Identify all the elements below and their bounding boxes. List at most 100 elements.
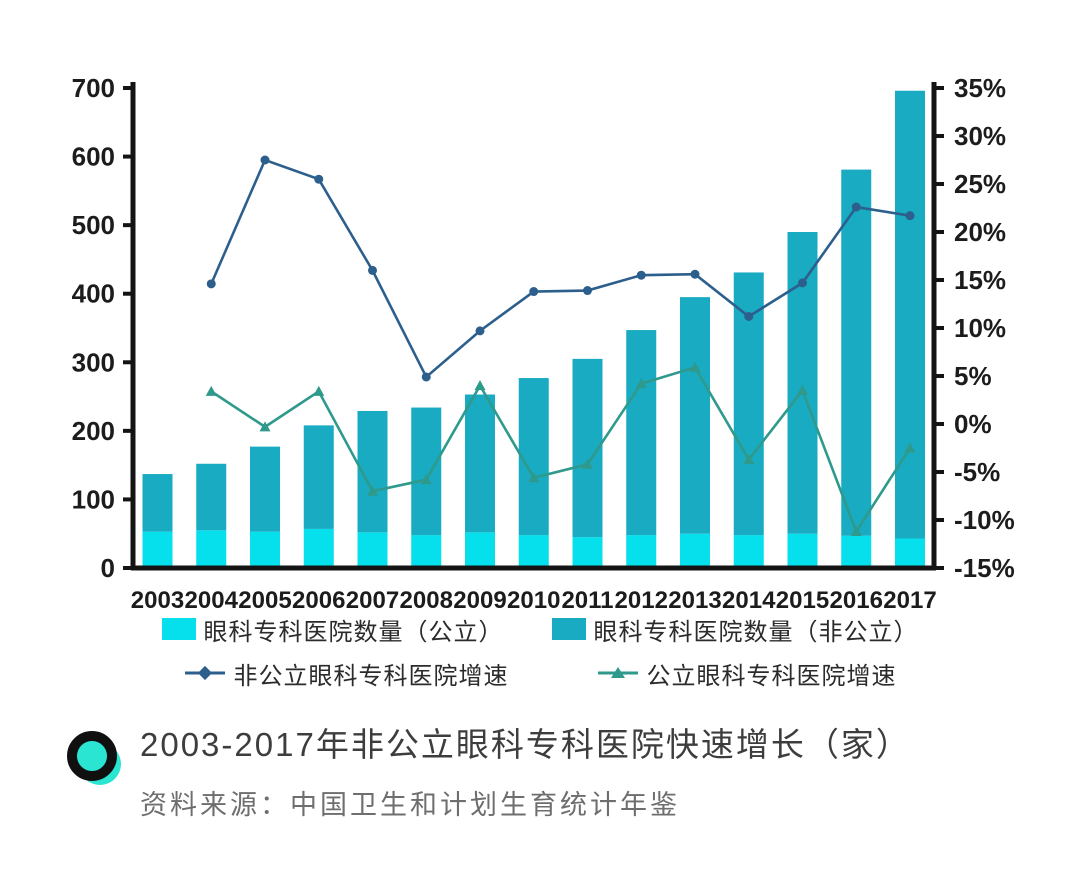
left-axis-tick-label: 100: [72, 484, 115, 514]
right-axis-tick-label: 10%: [954, 313, 1006, 343]
left-axis-tick-label: 700: [72, 73, 115, 103]
bar-segment-nonpublic-2016: [841, 169, 872, 536]
left-axis-tick-label: 500: [72, 210, 115, 240]
bar-segment-nonpublic-2003: [142, 474, 173, 532]
legend-label-public-growth: 公立眼科专科医院增速: [646, 662, 897, 690]
nonpublic-growth-point: [636, 270, 646, 280]
public-growth-point: [528, 472, 540, 483]
x-axis-label-2006: 2006: [292, 587, 345, 612]
bar-segment-public-2017: [895, 538, 925, 568]
x-axis-label-2007: 2007: [346, 587, 399, 612]
caption-text: 2003-2017年非公立眼科专科医院快速增长（家） 资料来源：中国卫生和计划生…: [140, 722, 911, 824]
x-axis-label-2016: 2016: [830, 587, 883, 612]
right-axis-tick-label: 5%: [954, 361, 992, 391]
bar-segment-nonpublic-2004: [196, 463, 227, 531]
bar-segment-public-2006: [303, 528, 334, 568]
public-bar-swatch-icon: [161, 618, 196, 640]
x-axis-label-2005: 2005: [238, 587, 291, 612]
legend-label-nonpublic-growth: 非公立眼科专科医院增速: [233, 662, 509, 690]
combo-chart: 0 100 200 300 400 500 600 700 -15% -10% -5% 0% 5% 10%…: [72, 73, 1015, 612]
bar-segment-nonpublic-2012: [626, 330, 657, 536]
bar-segment-public-2010: [518, 535, 549, 568]
left-axis-tick-label: 600: [72, 142, 115, 172]
bar-segment-nonpublic-2008: [411, 407, 442, 536]
bar-segment-nonpublic-2005: [250, 446, 280, 532]
x-axis-label-2011: 2011: [561, 587, 613, 612]
legend-item-public-bar: 眼科专科医院数量（公立）: [161, 610, 504, 648]
right-axis-tick-label: -5%: [954, 457, 1000, 487]
nonpublic-growth-point: [368, 265, 377, 275]
diamond-line-icon: [184, 665, 225, 681]
nonpublic-growth-point: [529, 287, 539, 297]
x-axis-label-2015: 2015: [776, 587, 829, 612]
x-axis-label-2017: 2017: [883, 587, 936, 612]
nonpublic-growth-point: [421, 372, 431, 382]
left-axis-tick-label: 300: [72, 347, 115, 377]
right-axis-tick-label: 15%: [954, 265, 1006, 295]
bar-segment-public-2016: [841, 535, 872, 568]
public-growth-point: [367, 485, 378, 496]
public-growth-point: [259, 421, 271, 432]
bar-segment-public-2012: [626, 535, 657, 568]
nonpublic-growth-point: [206, 279, 216, 289]
public-growth-point: [474, 380, 486, 391]
public-growth-point: [904, 442, 916, 453]
right-axis-tick-label: 25%: [954, 169, 1006, 199]
x-axis-label-2014: 2014: [722, 587, 776, 612]
bar-segment-public-2008: [411, 535, 442, 568]
right-axis-tick-label: -15%: [954, 553, 1015, 583]
right-axis-tick-label: 35%: [954, 73, 1006, 103]
legend-item-nonpublic-bar: 眼科专科医院数量（非公立）: [551, 610, 919, 648]
right-axis-tick-label: 30%: [954, 121, 1006, 151]
right-axis-tick-label: 20%: [954, 217, 1006, 247]
public-growth-point: [205, 385, 217, 396]
left-axis-tick-label: 200: [72, 416, 115, 446]
nonpublic-growth-point: [260, 155, 270, 165]
public-growth-point: [635, 378, 647, 389]
nonpublic-growth-point: [744, 311, 754, 321]
ring-bullet-icon: [67, 731, 121, 785]
legend-item-nonpublic-growth: 非公立眼科专科医院增速: [184, 654, 509, 692]
bar-segment-nonpublic-2009: [465, 394, 495, 533]
triangle-line-icon: [597, 667, 638, 678]
x-axis-label-2004: 2004: [185, 587, 239, 612]
legend-label-public-bar: 眼科专科医院数量（公立）: [203, 618, 504, 646]
bar-segment-nonpublic-2010: [518, 378, 549, 536]
nonpublic-growth-point: [798, 278, 807, 288]
nonpublic-growth-point: [475, 326, 485, 336]
bar-segment-public-2014: [733, 535, 764, 568]
legend-item-public-growth: 公立眼科专科医院增速: [597, 654, 897, 692]
x-axis-label-2003: 2003: [131, 587, 184, 612]
public-growth-point: [850, 526, 862, 537]
bar-segment-nonpublic-2013: [680, 297, 710, 534]
bar-segment-nonpublic-2014: [733, 272, 764, 536]
bar-segment-public-2009: [465, 532, 495, 568]
public-growth-point: [797, 384, 808, 395]
growth-line-nonpublic: [210, 158, 911, 380]
x-axis-label-2010: 2010: [507, 587, 560, 612]
bar-segment-public-2013: [680, 533, 710, 568]
bar-segment-public-2003: [142, 531, 173, 568]
nonpublic-bar-swatch-icon: [551, 618, 586, 640]
growth-line-public: [210, 365, 912, 535]
bar-segment-nonpublic-2017: [895, 90, 925, 539]
bar-segment-public-2015: [787, 533, 818, 568]
nonpublic-growth-point: [905, 211, 915, 221]
x-axis-label-2012: 2012: [615, 587, 668, 612]
nonpublic-growth-point: [314, 174, 324, 184]
nonpublic-growth-point: [583, 286, 592, 296]
nonpublic-growth-point: [851, 202, 861, 212]
right-axis-tick-label: -10%: [954, 505, 1015, 535]
legend-label-nonpublic-bar: 眼科专科医院数量（非公立）: [593, 618, 919, 646]
right-axis-tick-label: 0%: [954, 409, 992, 439]
legend-row-lines: 非公立眼科专科医院增速 公立眼科专科医院增速: [0, 654, 1080, 692]
x-axis-label-2009: 2009: [453, 587, 506, 612]
legend-row-bars: 眼科专科医院数量（公立） 眼科专科医院数量（非公立）: [0, 610, 1080, 648]
chart-source: 资料来源：中国卫生和计划生育统计年鉴: [140, 790, 680, 820]
bar-segment-public-2004: [196, 530, 227, 568]
bar-segment-public-2011: [572, 537, 603, 568]
bar-segment-nonpublic-2006: [303, 425, 334, 529]
public-growth-point: [313, 385, 325, 396]
caption-block: 2003-2017年非公立眼科专科医院快速增长（家） 资料来源：中国卫生和计划生…: [66, 722, 911, 824]
